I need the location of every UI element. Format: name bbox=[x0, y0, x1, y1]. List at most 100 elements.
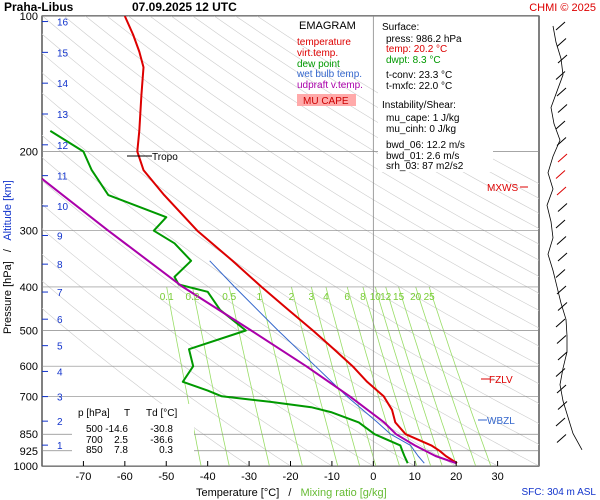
dry-adiabat-line bbox=[42, 72, 539, 404]
wind-barb bbox=[556, 87, 567, 97]
legend-title: EMAGRAM bbox=[299, 20, 356, 32]
table-cell: -36.6 bbox=[150, 435, 173, 446]
dry-adiabat-line bbox=[128, 16, 539, 277]
altitude-tick-label: 4 bbox=[57, 367, 63, 378]
surface-temp: temp: 20.2 °C bbox=[386, 44, 447, 55]
series-line-udpraft-v-temp bbox=[42, 178, 457, 465]
wind-profile-line bbox=[546, 25, 583, 450]
x-axis-sep: / bbox=[288, 487, 292, 499]
x-axis-mix-label: Mixing ratio [g/kg] bbox=[300, 487, 386, 499]
t-mxfc: t-mxfc: 22.0 °C bbox=[386, 81, 452, 92]
wind-barb bbox=[557, 104, 568, 113]
altitude-tick-label: 9 bbox=[57, 232, 63, 243]
temperature-tick-label: -30 bbox=[241, 471, 257, 483]
dry-adiabat-line bbox=[85, 16, 539, 311]
table-cell: 850 bbox=[86, 445, 103, 456]
mixing-ratio-label: 12 bbox=[380, 292, 392, 303]
series-line-dew-point bbox=[49, 130, 409, 464]
mixing-ratio-label: 15 bbox=[393, 292, 405, 303]
mu-cape: mu_cape: 1 J/kg bbox=[386, 113, 459, 124]
altitude-tick-label: 8 bbox=[57, 260, 63, 271]
wind-barb bbox=[557, 302, 568, 311]
dry-adiabat-line bbox=[42, 92, 539, 424]
legend-item-wet-bulb: wet bulb temp. bbox=[296, 69, 362, 80]
mixing-ratio-label: 4 bbox=[323, 292, 329, 303]
pressure-tick-label: 925 bbox=[20, 446, 38, 458]
temperature-tick-label: -60 bbox=[117, 471, 133, 483]
mixing-ratio-label: 0.5 bbox=[222, 292, 236, 303]
temperature-tick-label: 20 bbox=[450, 471, 462, 483]
temperature-tick-label: 30 bbox=[491, 471, 503, 483]
wind-barb bbox=[557, 203, 568, 212]
mixing-ratio-label: 10 bbox=[370, 292, 382, 303]
dry-adiabat-line bbox=[149, 16, 539, 261]
table-cell: 500 bbox=[86, 424, 103, 435]
dry-adiabat-line bbox=[235, 16, 539, 199]
t-conv: t-conv: 23.3 °C bbox=[386, 70, 452, 81]
level-table: p [hPa] T Td [°C] 500 -14.6 -30.8 700 2.… bbox=[72, 404, 194, 457]
legend-item-updraft: udpraft v.temp. bbox=[297, 80, 363, 91]
surface-title: Surface: bbox=[382, 22, 419, 33]
pressure-tick-label: 850 bbox=[20, 429, 38, 441]
mixing-ratio-label: 0.1 bbox=[160, 292, 174, 303]
legend: EMAGRAM temperature virt.temp. dew point… bbox=[296, 20, 363, 107]
altitude-tick-label: 15 bbox=[57, 48, 69, 59]
cape-badge: MU CAPE bbox=[303, 96, 349, 107]
table-header-t: T bbox=[124, 408, 130, 419]
wind-barb bbox=[555, 120, 566, 130]
wind-barb bbox=[556, 434, 567, 443]
mixing-ratio-label: 25 bbox=[424, 292, 436, 303]
wind-barb bbox=[557, 54, 568, 64]
mixing-ratio-label: 2 bbox=[289, 292, 295, 303]
table-header-p: p [hPa] bbox=[78, 408, 110, 419]
legend-item-dew-point: dew point bbox=[297, 59, 340, 70]
temperature-tick-label: -50 bbox=[158, 471, 174, 483]
wind-barb bbox=[556, 236, 567, 245]
mixing-ratio-label: 20 bbox=[410, 292, 422, 303]
wbzl-label: WBZL bbox=[487, 416, 515, 427]
pressure-tick-label: 100 bbox=[20, 11, 38, 23]
dry-adiabat-line bbox=[106, 16, 539, 294]
altitude-tick-label: 14 bbox=[57, 79, 69, 90]
wind-barb bbox=[555, 417, 566, 427]
altitude-tick-label: 2 bbox=[57, 417, 63, 428]
pressure-tick-label: 200 bbox=[20, 147, 38, 159]
altitude-tick-label: 7 bbox=[57, 288, 63, 299]
x-axis-temp-label: Temperature [°C] bbox=[196, 487, 279, 499]
y-axis-sep: / bbox=[2, 248, 14, 252]
table-cell: 0.3 bbox=[159, 445, 173, 456]
table-cell: -14.6 bbox=[105, 424, 128, 435]
pressure-tick-label: 300 bbox=[20, 226, 38, 238]
x-axis-title: Temperature [°C] / Mixing ratio [g/kg] bbox=[196, 487, 387, 499]
altitude-tick-label: 13 bbox=[57, 110, 69, 121]
datetime-title: 07.09.2025 12 UTC bbox=[132, 0, 237, 14]
wind-barb bbox=[555, 318, 566, 328]
altitude-tick-label: 11 bbox=[57, 172, 68, 183]
y-axis-alt-label: Altitude [km] bbox=[2, 180, 14, 241]
altitude-tick-label: 1 bbox=[57, 441, 63, 452]
tropo-label: Tropo bbox=[152, 152, 178, 163]
wind-barb bbox=[557, 153, 568, 163]
wind-barb bbox=[555, 21, 566, 31]
wind-barb bbox=[556, 285, 567, 295]
pressure-tick-label: 700 bbox=[20, 391, 38, 403]
pressure-tick-label: 1000 bbox=[14, 461, 38, 473]
info-panel-bg bbox=[378, 17, 493, 172]
bwd-06: bwd_06: 12.2 m/s bbox=[386, 140, 465, 151]
wind-barb bbox=[556, 384, 567, 394]
wind-barb bbox=[555, 269, 566, 278]
altitude-tick-label: 12 bbox=[57, 141, 69, 152]
mu-cinh: mu_cinh: 0 J/kg bbox=[386, 124, 456, 135]
mixing-ratio-label: 6 bbox=[344, 292, 350, 303]
dry-adiabat-line bbox=[214, 16, 539, 214]
altitude-tick-label: 6 bbox=[57, 315, 63, 326]
surface-dwpt: dwpt: 8.3 °C bbox=[386, 55, 441, 66]
dry-adiabat-line bbox=[63, 16, 539, 329]
dry-adiabat-line bbox=[42, 16, 539, 347]
wind-barb bbox=[555, 219, 566, 229]
info-panel: Surface: press: 986.2 hPa temp: 20.2 °C … bbox=[378, 17, 493, 172]
table-cell: 2.5 bbox=[114, 435, 128, 446]
pressure-tick-label: 500 bbox=[20, 326, 38, 338]
wind-barb bbox=[555, 368, 566, 377]
altitude-tick-label: 10 bbox=[57, 202, 69, 213]
